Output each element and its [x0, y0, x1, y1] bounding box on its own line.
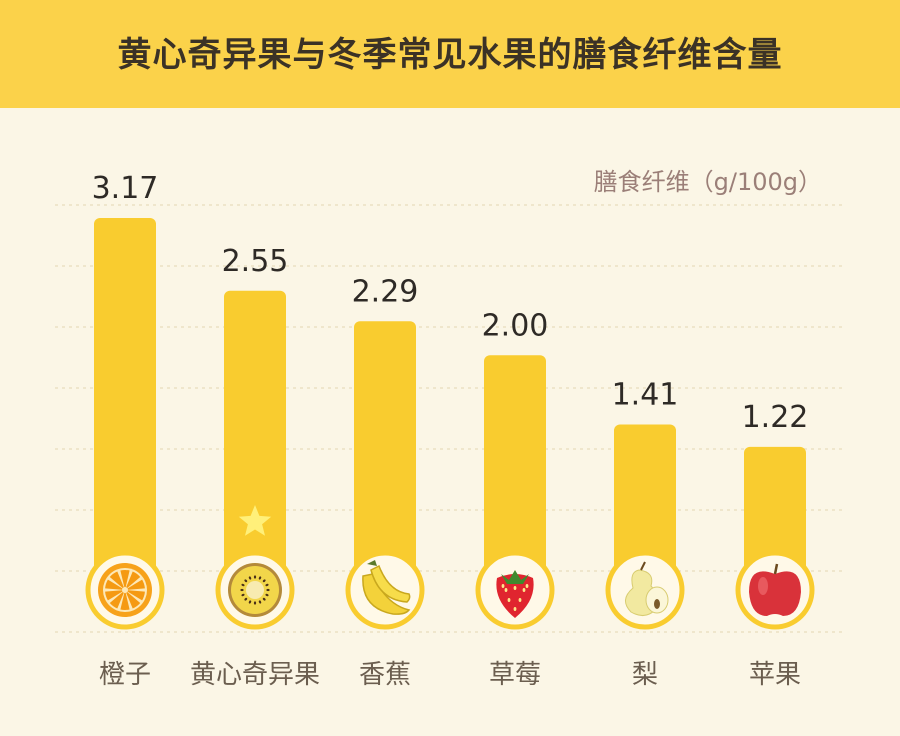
- y-axis-unit-label: 膳食纤维（g/100g）: [594, 168, 822, 196]
- fruit-icons-group: [85, 505, 815, 630]
- value-label: 1.41: [612, 378, 679, 413]
- bar-3: [354, 321, 416, 590]
- category-label: 橙子: [99, 660, 151, 690]
- bars-group: [94, 218, 806, 590]
- chart-title: 黄心奇异果与冬季常见水果的膳食纤维含量: [117, 34, 783, 75]
- pear-icon: [605, 550, 685, 630]
- orange-icon: [85, 550, 165, 630]
- value-label: 2.00: [482, 308, 549, 343]
- category-label: 香蕉: [359, 660, 411, 690]
- value-label: 2.55: [222, 244, 289, 279]
- labels-group: 3.17 橙子 2.55 黄心奇异果 2.29 香蕉 2.00 草莓 1.41 梨 1.22 苹果: [92, 171, 809, 690]
- bar-2: [224, 290, 286, 590]
- category-label: 梨: [632, 660, 658, 690]
- category-label: 草莓: [489, 660, 541, 690]
- bar-4: [484, 355, 546, 590]
- grid-lines: [55, 204, 845, 633]
- title-banner: 黄心奇异果与冬季常见水果的膳食纤维含量: [0, 0, 900, 108]
- bar-5: [614, 424, 676, 590]
- strawberry-icon: [475, 550, 555, 630]
- star-icon: [238, 505, 272, 536]
- value-label: 2.29: [352, 274, 419, 309]
- value-label: 1.22: [742, 400, 809, 435]
- category-label: 苹果: [749, 660, 801, 690]
- bar-1: [94, 218, 156, 590]
- banana-icon: [345, 550, 425, 630]
- value-label: 3.17: [92, 171, 159, 206]
- apple-icon: [735, 550, 815, 630]
- category-label: 黄心奇异果: [190, 660, 320, 690]
- golden-kiwi-icon: [215, 550, 295, 630]
